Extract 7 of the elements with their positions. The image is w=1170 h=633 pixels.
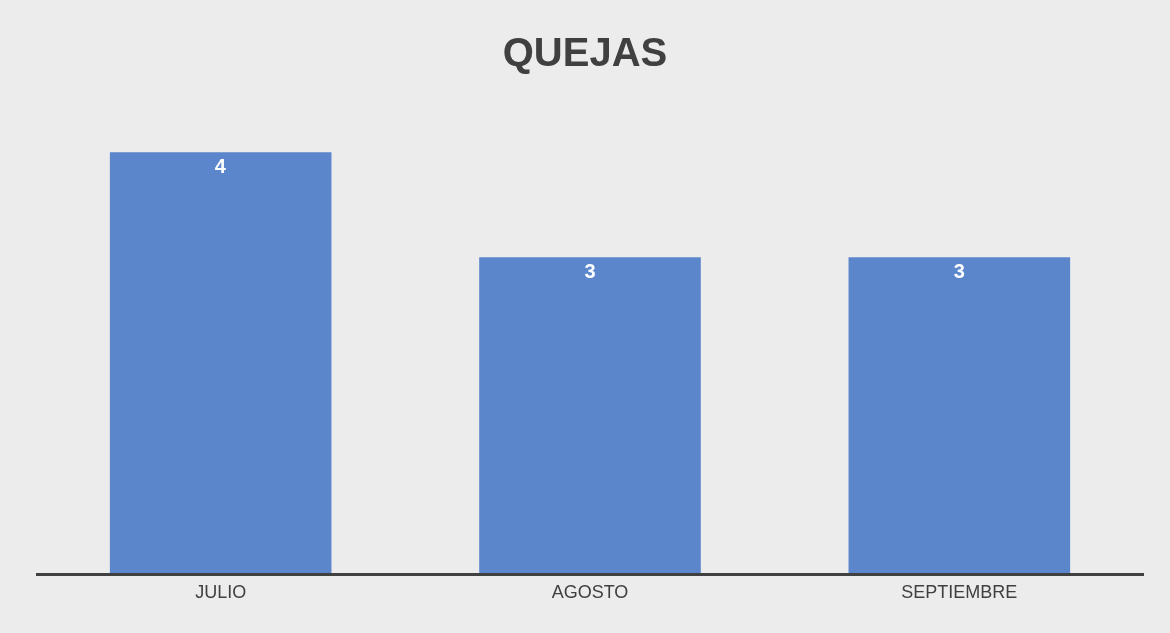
x-tick-label: JULIO (195, 581, 247, 602)
data-label: 3 (584, 260, 596, 283)
chart-title: QUEJAS (502, 29, 668, 74)
data-label: 4 (214, 155, 227, 178)
x-tick-label: SEPTIEMBRE (901, 581, 1018, 602)
data-label: 3 (953, 260, 965, 283)
x-tick-label: AGOSTO (551, 581, 629, 602)
